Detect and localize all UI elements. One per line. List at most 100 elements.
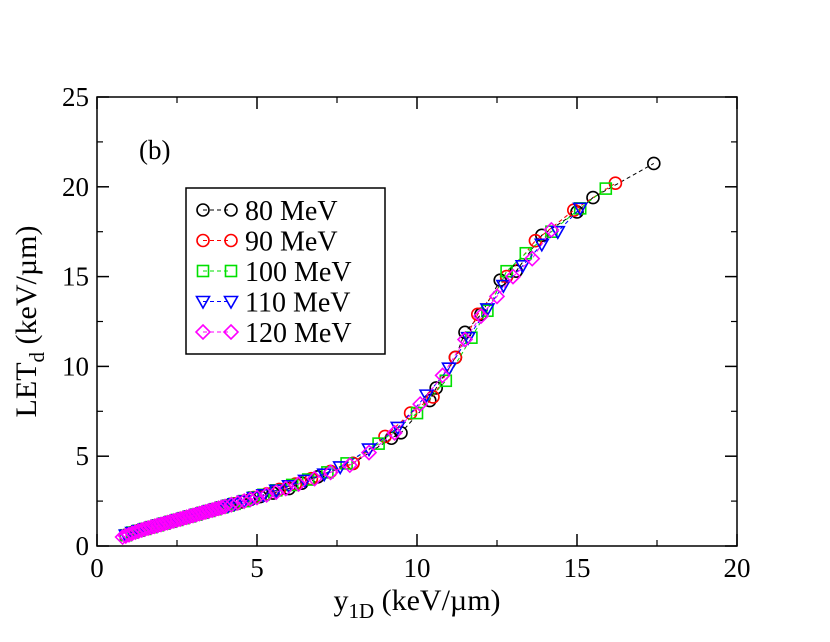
series-layer — [114, 156, 661, 546]
legend-marker — [194, 323, 212, 341]
data-point — [172, 510, 189, 528]
x-tick-label: 20 — [724, 553, 751, 583]
data-point — [236, 492, 253, 510]
data-point — [524, 250, 541, 267]
data-point — [514, 260, 531, 274]
data-point — [162, 513, 179, 530]
data-point — [146, 518, 163, 535]
data-point — [277, 480, 294, 497]
data-point — [216, 498, 234, 515]
legend-item: 110 MeV — [195, 288, 351, 319]
data-point — [200, 502, 218, 520]
data-point — [412, 395, 429, 413]
labels-layer: y1D (keV/µm) LETd (keV/µm) (b) — [10, 135, 501, 623]
y-tick-label: 25 — [62, 82, 89, 112]
data-point — [322, 464, 339, 481]
data-point — [386, 424, 403, 441]
data-point — [488, 288, 506, 305]
data-point — [389, 421, 406, 436]
legend-marker — [224, 233, 238, 248]
data-point — [316, 468, 333, 483]
legend-label: 100 MeV — [245, 257, 352, 288]
y-tick-label: 10 — [62, 351, 89, 381]
data-point — [178, 509, 195, 526]
legend-item: 90 MeV — [196, 227, 338, 258]
data-point — [149, 517, 166, 534]
y-tick-label: 5 — [76, 441, 90, 471]
data-point — [306, 470, 323, 487]
legend-marker — [224, 264, 238, 278]
series-line — [125, 208, 581, 536]
data-point — [504, 268, 522, 285]
legend-marker — [196, 203, 210, 217]
data-point — [140, 519, 157, 537]
data-point — [549, 225, 566, 240]
legend-item: 100 MeV — [196, 257, 352, 288]
data-point — [191, 505, 208, 522]
data-point — [143, 519, 160, 536]
data-point — [285, 478, 299, 492]
data-point — [207, 501, 224, 518]
data-point — [181, 508, 198, 525]
legend-marker — [224, 203, 238, 217]
data-point — [236, 495, 253, 510]
data-point — [133, 521, 150, 539]
data-point — [188, 506, 205, 523]
y-tick-label: 0 — [76, 531, 90, 561]
data-point — [229, 494, 246, 512]
data-point — [290, 475, 307, 493]
legend-marker — [196, 264, 210, 278]
legend-marker — [195, 295, 211, 310]
data-point — [258, 486, 275, 503]
data-point — [194, 504, 211, 521]
legend-marker — [223, 295, 239, 310]
data-point — [599, 182, 613, 195]
data-point — [341, 457, 358, 474]
data-point — [223, 496, 240, 513]
y-tick-label: 15 — [62, 262, 89, 292]
legend-marker — [196, 233, 210, 248]
x-tick-label: 15 — [564, 553, 591, 583]
data-point — [533, 238, 550, 253]
data-point — [165, 512, 182, 529]
series-line — [122, 229, 552, 538]
data-point — [168, 511, 186, 529]
data-point — [301, 473, 315, 486]
data-point — [572, 202, 589, 217]
data-point — [210, 500, 227, 517]
data-point — [204, 501, 221, 519]
data-point — [197, 503, 214, 521]
axes-layer: 0 5 10 15 20 0 5 10 15 20 25 — [62, 82, 751, 583]
data-point — [479, 303, 496, 318]
data-point — [136, 520, 154, 538]
data-point — [242, 491, 259, 508]
data-point — [429, 381, 444, 395]
data-point — [184, 507, 202, 524]
x-axis-title: y1D (keV/µm) — [333, 584, 500, 623]
data-point — [646, 156, 661, 171]
data-point — [159, 514, 176, 531]
y-tick-label: 20 — [62, 172, 89, 202]
data-point — [418, 389, 435, 404]
y-axis-title: LETd (keV/µm) — [10, 226, 49, 418]
data-point — [321, 466, 334, 479]
data-point — [360, 444, 378, 461]
data-point — [434, 367, 451, 384]
data-point — [586, 190, 600, 205]
x-tick-label: 5 — [250, 553, 264, 583]
data-point — [472, 307, 490, 325]
legend-marker — [222, 323, 240, 341]
data-point — [152, 516, 170, 533]
data-point — [130, 522, 147, 540]
series-120-mev — [114, 221, 560, 546]
panel-label: (b) — [139, 135, 170, 165]
data-point — [456, 331, 474, 348]
data-point — [495, 279, 512, 294]
data-point — [213, 499, 230, 516]
data-point — [441, 362, 457, 377]
data-point — [156, 515, 173, 532]
data-point — [175, 510, 192, 527]
data-point — [248, 489, 266, 506]
legend-item: 120 MeV — [194, 318, 352, 349]
